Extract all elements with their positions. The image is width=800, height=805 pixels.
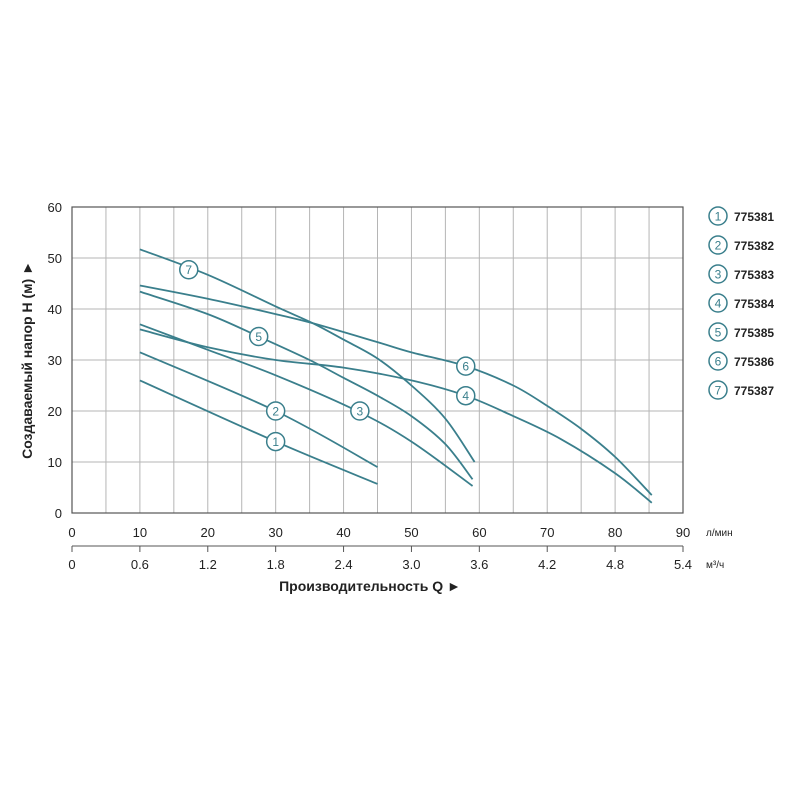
curves <box>139 248 653 504</box>
curve-775381 <box>139 379 378 485</box>
legend-marker-number: 3 <box>715 268 722 282</box>
curve-marker-circle <box>248 326 269 347</box>
x2-tick-label: 1.2 <box>199 557 217 572</box>
x2-tick-label: 3.6 <box>470 557 488 572</box>
x-tick-label: 90 <box>676 525 690 540</box>
x-tick-label: 60 <box>472 525 486 540</box>
axes: 0 10 20 30 40 50 60 70 80 900 0.6 1.2 1.8 2.4 3.0 3.6 4.… <box>48 200 693 572</box>
legend-entry: 775382 <box>734 239 774 253</box>
curve-marker-circle <box>350 401 370 421</box>
y-tick-label: 50 <box>48 251 62 266</box>
curve-775384 <box>139 328 653 504</box>
y-tick-label: 40 <box>48 302 62 317</box>
x-tick-label: 20 <box>201 525 215 540</box>
x-axis-title: Производительность Q ► <box>279 578 461 594</box>
curve-marker-number: 3 <box>357 405 364 419</box>
y-tick-label: 60 <box>48 200 62 215</box>
x2-tick-label: 4.8 <box>606 557 624 572</box>
curve-marker-number: 7 <box>185 263 192 277</box>
x-tick-label: 40 <box>336 525 350 540</box>
x2-tick-label: 0 <box>68 557 75 572</box>
curve-marker-number: 6 <box>462 360 469 374</box>
x2-tick-label: 2.4 <box>335 557 353 572</box>
curve-marker-circle <box>179 259 199 280</box>
legend-marker-number: 7 <box>715 384 722 398</box>
curve-marker-circle <box>265 401 286 421</box>
legend-entry: 775386 <box>734 355 774 369</box>
legend-marker-circle <box>708 293 728 313</box>
x2-tick-label: 0.6 <box>131 557 149 572</box>
x-tick-label: 10 <box>133 525 147 540</box>
curve-marker-circle <box>456 385 476 406</box>
legend-entry: 775384 <box>734 297 774 311</box>
curve-marker-number: 5 <box>255 330 262 344</box>
y-tick-label: 20 <box>48 404 62 419</box>
legend-entry: 775385 <box>734 326 774 340</box>
x2-tick-label: 4.2 <box>538 557 556 572</box>
y-tick-label: 0 <box>55 506 62 521</box>
y-tick-label: 30 <box>48 353 62 368</box>
legend-marker-number: 4 <box>715 297 722 311</box>
legend-entry: 775381 <box>734 210 774 224</box>
legend-marker-number: 2 <box>715 239 722 253</box>
legend-marker-circle <box>708 380 728 400</box>
legend-marker-circle <box>708 264 728 284</box>
x-tick-label: 0 <box>68 525 75 540</box>
curve-775387 <box>139 248 476 463</box>
legend: 1 775381 2 775382 3 775383 4 775384 5 775385 6 7753… <box>708 206 774 400</box>
x-tick-label: 50 <box>404 525 418 540</box>
y-axis-title: Создаваемый напор H (м) ► <box>19 261 35 459</box>
curve-775385 <box>139 290 474 480</box>
x2-tick-label: 1.8 <box>267 557 285 572</box>
x2-tick-label: 3.0 <box>402 557 420 572</box>
legend-marker-circle <box>708 206 728 226</box>
legend-entry: 775383 <box>734 268 774 282</box>
curve-marker-circle <box>265 431 286 452</box>
legend-marker-number: 1 <box>715 210 722 224</box>
legend-marker-number: 5 <box>715 326 722 340</box>
curve-marker-number: 2 <box>272 405 279 419</box>
curve-775383 <box>139 323 474 487</box>
legend-entry: 775387 <box>734 384 774 398</box>
curve-marker-circle <box>456 356 476 376</box>
curve-775386 <box>139 284 653 496</box>
y-tick-label: 10 <box>48 455 62 470</box>
x2-unit-label: м³/ч <box>706 560 724 571</box>
legend-marker-circle <box>708 235 728 255</box>
x2-tick-label: 5.4 <box>674 557 692 572</box>
x-tick-label: 80 <box>608 525 622 540</box>
x-tick-label: 30 <box>268 525 282 540</box>
grid <box>72 207 683 513</box>
legend-marker-circle <box>708 351 728 371</box>
curve-markers: 1 2 3 4 5 6 7 <box>179 259 476 452</box>
legend-marker-circle <box>708 322 728 342</box>
plot-frame <box>71 206 684 514</box>
legend-marker-number: 6 <box>715 355 722 369</box>
x-tick-label: 70 <box>540 525 554 540</box>
x-unit-label: л/мин <box>706 528 733 539</box>
curve-marker-number: 4 <box>462 389 469 403</box>
curve-marker-number: 1 <box>272 435 279 449</box>
